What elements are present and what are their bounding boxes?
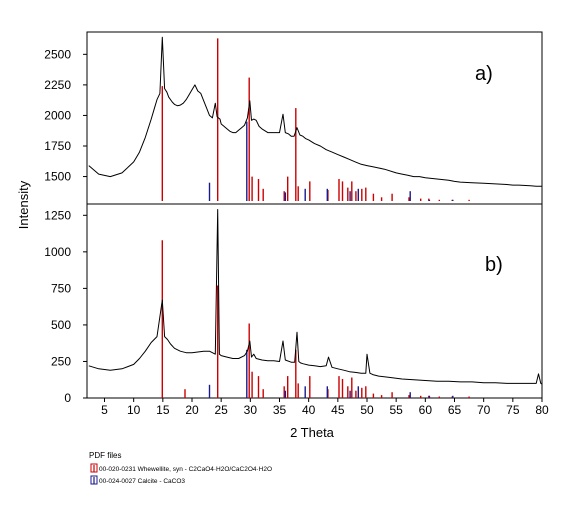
- diffractogram-line-b: [88, 209, 543, 385]
- panel-b-label: b): [485, 254, 503, 276]
- y-tick-label: 1000: [44, 245, 71, 259]
- y-tick-label: 0: [64, 391, 71, 405]
- x-tick-label: 10: [127, 403, 141, 417]
- x-tick-label: 35: [273, 403, 287, 417]
- panel-a-frame: [86, 31, 543, 205]
- y-tick-label: 2500: [44, 47, 71, 61]
- x-tick-label: 20: [185, 403, 199, 417]
- panel-b-frame: [86, 203, 543, 399]
- reference-set-a-0: [161, 38, 470, 201]
- y-tick-label: 500: [51, 318, 71, 332]
- diffractogram-line-a: [88, 36, 542, 187]
- y-tick-label: 1250: [44, 208, 71, 222]
- x-tick-label: 15: [156, 403, 170, 417]
- y-tick-label: 1500: [44, 170, 71, 184]
- x-tick-label: 30: [244, 403, 258, 417]
- x-tick-label: 40: [302, 403, 316, 417]
- y-tick-label: 750: [51, 281, 71, 295]
- x-tick-label: 65: [448, 403, 462, 417]
- x-tick-label: 75: [506, 403, 520, 417]
- y-tick-label: 250: [51, 354, 71, 368]
- x-tick-label: 60: [419, 403, 433, 417]
- x-tick-label: 80: [535, 403, 549, 417]
- x-tick-label: 45: [331, 403, 345, 417]
- legend-title: PDF files: [89, 451, 121, 460]
- reference-set-b-1: [208, 349, 454, 398]
- legend-entry-whewellite: 00-020-0231 Whewellite, syn - C2CaO4·H2O…: [90, 463, 272, 473]
- x-axis-title: 2 Theta: [290, 425, 335, 440]
- x-tick-label: 50: [360, 403, 374, 417]
- legend-entry-whewellite-label: 00-020-0231 Whewellite, syn - C2CaO4·H2O…: [99, 466, 272, 473]
- x-tick-label: 25: [214, 403, 228, 417]
- panel-a-label: a): [475, 63, 493, 85]
- y-tick-label: 2000: [44, 108, 71, 122]
- x-tick-label: 55: [389, 403, 403, 417]
- y-axis-title: Intensity: [16, 180, 31, 229]
- reference-set-b-0: [161, 240, 470, 398]
- x-tick-label: 70: [477, 403, 491, 417]
- legend-entry-calcite-label: 00-024-0027 Calcite - CaCO3: [99, 478, 185, 485]
- y-tick-label: 2250: [44, 78, 71, 92]
- reference-set-a-1: [208, 121, 454, 201]
- y-tick-label: 1750: [44, 139, 71, 153]
- x-tick-label: 5: [101, 403, 108, 417]
- legend-entry-calcite: 00-024-0027 Calcite - CaCO3: [90, 475, 185, 485]
